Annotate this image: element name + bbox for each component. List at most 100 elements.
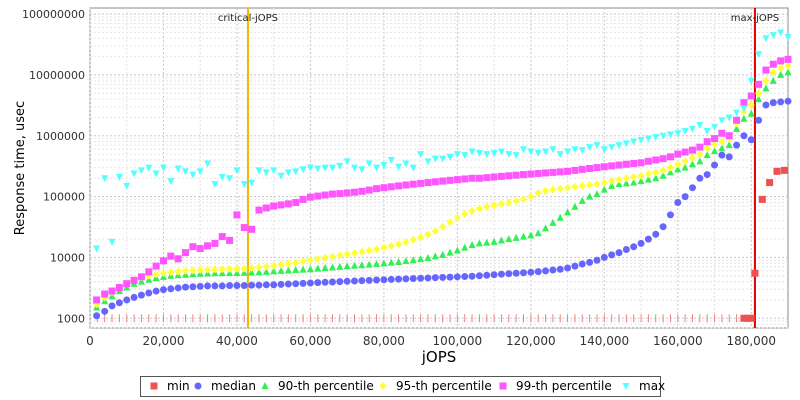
median-point	[556, 265, 564, 273]
median-point	[189, 283, 197, 291]
max-point	[101, 175, 109, 183]
max-point	[270, 167, 278, 175]
99-th-percentile-point	[505, 172, 513, 180]
max-point	[336, 162, 344, 170]
95-th-percentile-point	[519, 195, 527, 204]
max-point	[483, 151, 491, 159]
99-th-percentile-point	[519, 171, 527, 179]
median-point	[578, 260, 586, 268]
95-th-percentile-point	[226, 265, 234, 274]
90-th-percentile-point	[637, 177, 645, 185]
90-th-percentile-point	[328, 263, 336, 271]
95-th-percentile-point	[439, 222, 447, 231]
median-point	[688, 184, 696, 192]
95-th-percentile-point	[417, 233, 425, 242]
max-point	[534, 150, 542, 158]
95-th-percentile-point	[351, 249, 359, 258]
99-th-percentile-point	[93, 296, 101, 304]
95-th-percentile-point	[571, 182, 579, 191]
max-point	[373, 164, 381, 172]
90-th-percentile-point	[343, 262, 351, 270]
median-point	[233, 282, 241, 290]
90-th-percentile-point	[314, 264, 322, 272]
95-th-percentile-point	[593, 180, 601, 189]
legend-label: max	[639, 379, 666, 393]
90-th-percentile-point	[358, 261, 366, 269]
95-th-percentile-point	[446, 218, 454, 227]
90-th-percentile-point	[380, 259, 388, 267]
99-th-percentile-point	[145, 268, 153, 276]
y-tick-label: 1000000	[36, 130, 85, 143]
95-th-percentile-point	[299, 257, 307, 266]
99-th-percentile-point	[600, 163, 608, 171]
max-point	[564, 148, 572, 156]
95-th-percentile-point	[659, 166, 667, 175]
max-point	[586, 144, 594, 152]
90-th-percentile-point	[292, 266, 300, 274]
95-th-percentile-point	[769, 68, 777, 77]
max-point	[159, 164, 167, 172]
median-point	[659, 223, 667, 231]
max-point	[747, 77, 755, 85]
99-th-percentile-point	[527, 170, 535, 178]
95-th-percentile-point	[255, 263, 263, 272]
legend-label: 90-th percentile	[278, 379, 374, 393]
median-point	[417, 274, 425, 282]
max-point	[93, 245, 101, 253]
90-th-percentile-point	[718, 144, 726, 152]
max-point	[424, 158, 432, 166]
99-th-percentile-point	[255, 206, 263, 214]
max-point	[666, 131, 674, 139]
max-point	[784, 34, 792, 42]
y-tick-label: 100000000	[22, 8, 85, 21]
median-point	[703, 171, 711, 179]
min-point	[744, 314, 752, 322]
90-th-percentile-point	[769, 76, 777, 84]
legend-symbol	[194, 382, 202, 390]
y-axis-label: Response time, usec	[13, 101, 28, 235]
99-th-percentile-point	[439, 177, 447, 185]
90-th-percentile-point	[542, 224, 550, 232]
max-point	[292, 168, 300, 176]
median-point	[93, 312, 101, 320]
90-th-percentile-point	[387, 258, 395, 266]
max-point	[659, 132, 667, 140]
legend-label: 95-th percentile	[396, 379, 492, 393]
95-th-percentile-point	[167, 268, 175, 277]
99-th-percentile-point	[659, 155, 667, 163]
90-th-percentile-point	[461, 243, 469, 251]
95-th-percentile-point	[696, 150, 704, 159]
99-th-percentile-point	[417, 179, 425, 187]
median-point	[218, 282, 226, 290]
max-point	[578, 147, 586, 155]
99-th-percentile-point	[189, 243, 197, 251]
99-th-percentile-point	[174, 255, 182, 263]
95-th-percentile-point	[762, 76, 770, 85]
max-point	[622, 140, 630, 148]
99-th-percentile-point	[152, 262, 160, 270]
99-th-percentile-point	[666, 153, 674, 161]
99-th-percentile-point	[365, 186, 373, 194]
90-th-percentile-point	[402, 257, 410, 265]
99-th-percentile-point	[747, 92, 755, 100]
median-point	[740, 132, 748, 140]
max-point	[108, 238, 116, 246]
95-th-percentile-point	[152, 270, 160, 279]
90-th-percentile-point	[747, 109, 755, 117]
median-point	[159, 286, 167, 294]
median-point	[343, 277, 351, 285]
x-tick-label: 0	[86, 334, 94, 348]
max-point	[571, 146, 579, 154]
99-th-percentile-point	[159, 257, 167, 265]
99-th-percentile-point	[248, 225, 256, 233]
x-tick-label: 160,000	[653, 334, 703, 348]
95-th-percentile-point	[490, 201, 498, 210]
max-point	[446, 153, 454, 161]
90-th-percentile-point	[248, 268, 256, 276]
99-th-percentile-point	[424, 179, 432, 187]
99-th-percentile-point	[387, 183, 395, 191]
max-point	[174, 165, 182, 173]
max-point	[512, 152, 520, 160]
95-th-percentile-point	[718, 137, 726, 146]
